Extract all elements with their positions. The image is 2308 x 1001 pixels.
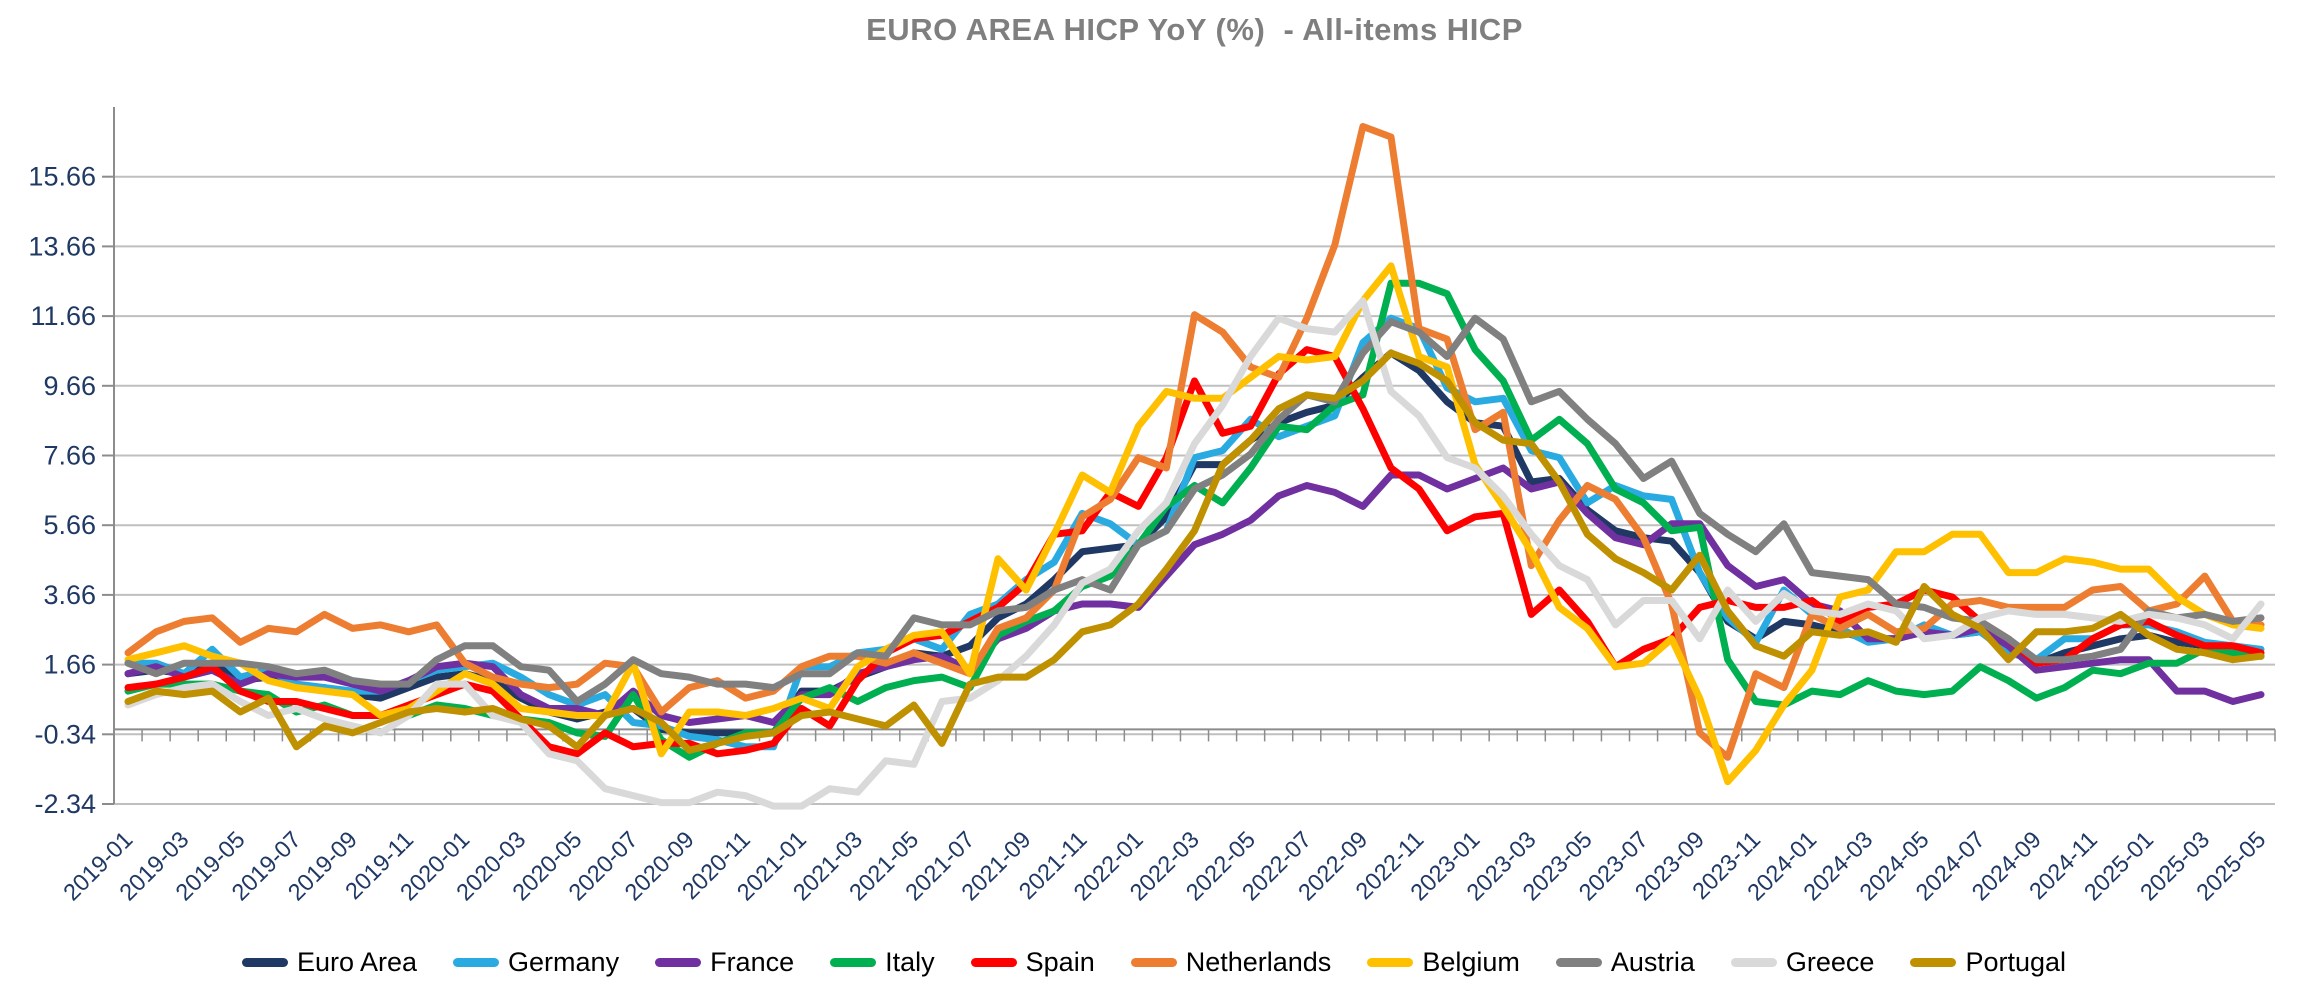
chart-title: EURO AREA HICP YoY (%) - All-items HICP [866, 12, 1523, 47]
legend-label-euro-area: Euro Area [296, 946, 418, 977]
y-axis-label: 13.66 [28, 231, 96, 261]
y-axis-label: 9.66 [43, 371, 96, 401]
legend-item-euro-area: Euro Area [241, 946, 418, 977]
legend-swatch-italy [830, 957, 877, 967]
legend-item-spain: Spain [970, 946, 1095, 977]
legend-swatch-france [655, 957, 702, 967]
legend-swatch-euro-area [241, 957, 288, 967]
legend-swatch-netherlands [1130, 957, 1177, 967]
legend-item-greece: Greece [1730, 946, 1875, 977]
legend-item-germany: Germany [453, 946, 620, 977]
legend-label-germany: Germany [508, 946, 620, 977]
legend-label-greece: Greece [1785, 946, 1875, 977]
y-axis-label: -0.34 [34, 719, 96, 749]
legend-label-italy: Italy [885, 946, 935, 977]
legend-swatch-belgium [1367, 957, 1414, 967]
legend-item-italy: Italy [830, 946, 935, 977]
legend-label-austria: Austria [1610, 946, 1695, 977]
y-axis-label: 3.66 [43, 580, 96, 610]
y-axis-label: 15.66 [28, 162, 96, 192]
series-line-spain [124, 346, 2265, 758]
legend-swatch-germany [453, 957, 500, 967]
y-axis-label: 5.66 [43, 510, 96, 540]
legend-label-portugal: Portugal [1965, 946, 2067, 977]
legend-label-netherlands: Netherlands [1185, 946, 1332, 977]
legend-item-netherlands: Netherlands [1130, 946, 1332, 977]
legend-item-france: France [655, 946, 795, 977]
y-axis-label: 11.66 [30, 301, 96, 331]
legend-swatch-portugal [1910, 957, 1957, 967]
legend-item-belgium: Belgium [1367, 946, 1520, 977]
series-line-austria [124, 314, 2265, 705]
legend-label-spain: Spain [1025, 946, 1095, 977]
y-axis-label: 1.66 [43, 650, 96, 680]
y-axis-label: 7.66 [43, 441, 96, 471]
legend-label-france: France [710, 946, 795, 977]
legend-item-portugal: Portugal [1910, 946, 2067, 977]
legend-swatch-spain [970, 957, 1017, 967]
legend-item-austria: Austria [1555, 946, 1695, 977]
series-line-france [124, 464, 2265, 726]
legend-swatch-austria [1555, 957, 1602, 967]
series-line-portugal [124, 349, 2265, 754]
y-axis-label: -2.34 [34, 789, 96, 819]
legend-swatch-greece [1730, 957, 1777, 967]
legend: Euro Area Germany France Italy Spain Netherla… [0, 933, 2308, 991]
legend-label-belgium: Belgium [1422, 946, 1520, 977]
series-line-belgium [124, 262, 2265, 786]
